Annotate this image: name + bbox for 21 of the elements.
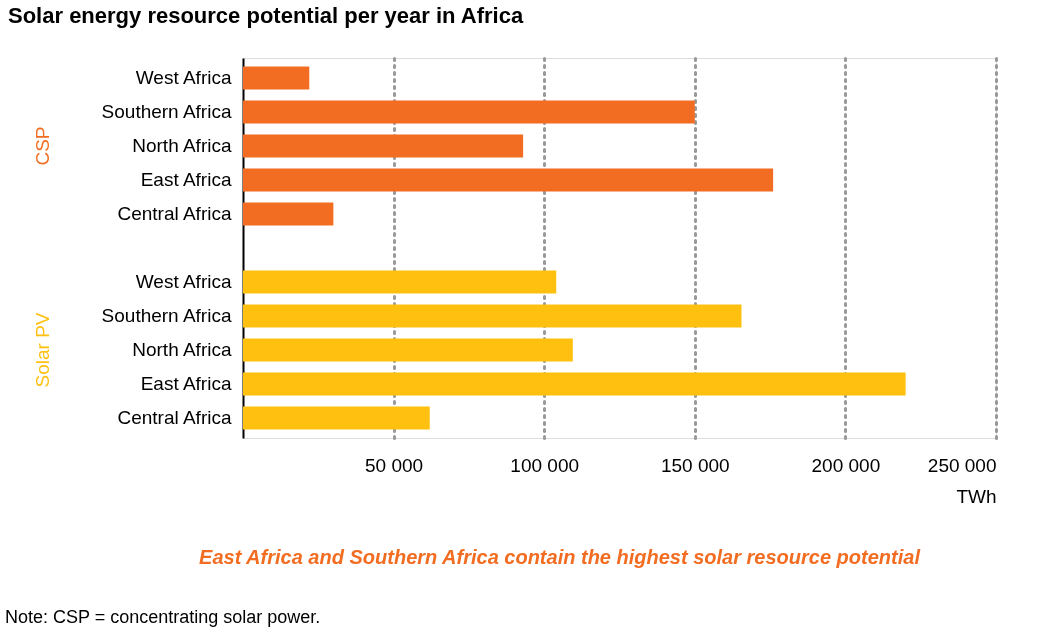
text: CSP <box>32 126 53 166</box>
y-tick-label: East Africa <box>140 372 232 394</box>
x-tick-label: 100 000 <box>510 454 580 476</box>
x-tick-label: 250 000 <box>927 454 997 476</box>
x-tick-label: 200 000 <box>811 454 881 476</box>
text: Solar PV <box>32 312 53 388</box>
chart-title: Solar energy resource potential per year in Africa <box>8 3 524 28</box>
y-tick-label: North Africa <box>132 338 232 360</box>
y-tick-label: East Africa <box>140 169 232 191</box>
y-tick-label: West Africa <box>135 270 232 292</box>
y-tick-label: Southern Africa <box>101 304 232 326</box>
x-axis-title: TWh <box>956 485 997 507</box>
y-tick-label: Central Africa <box>117 406 232 428</box>
y-tick-label: Southern Africa <box>101 101 232 123</box>
text: East Africa and Southern Africa contain the highest solar resource potential <box>199 546 921 568</box>
y-tick-label: West Africa <box>135 67 232 89</box>
x-tick-label: 150 000 <box>660 454 730 476</box>
y-tick-label: Central Africa <box>117 203 232 225</box>
x-tick-label: 50 000 <box>365 454 424 476</box>
text: Note: CSP = concentrating solar power. <box>5 607 321 627</box>
y-tick-label: North Africa <box>132 135 232 157</box>
